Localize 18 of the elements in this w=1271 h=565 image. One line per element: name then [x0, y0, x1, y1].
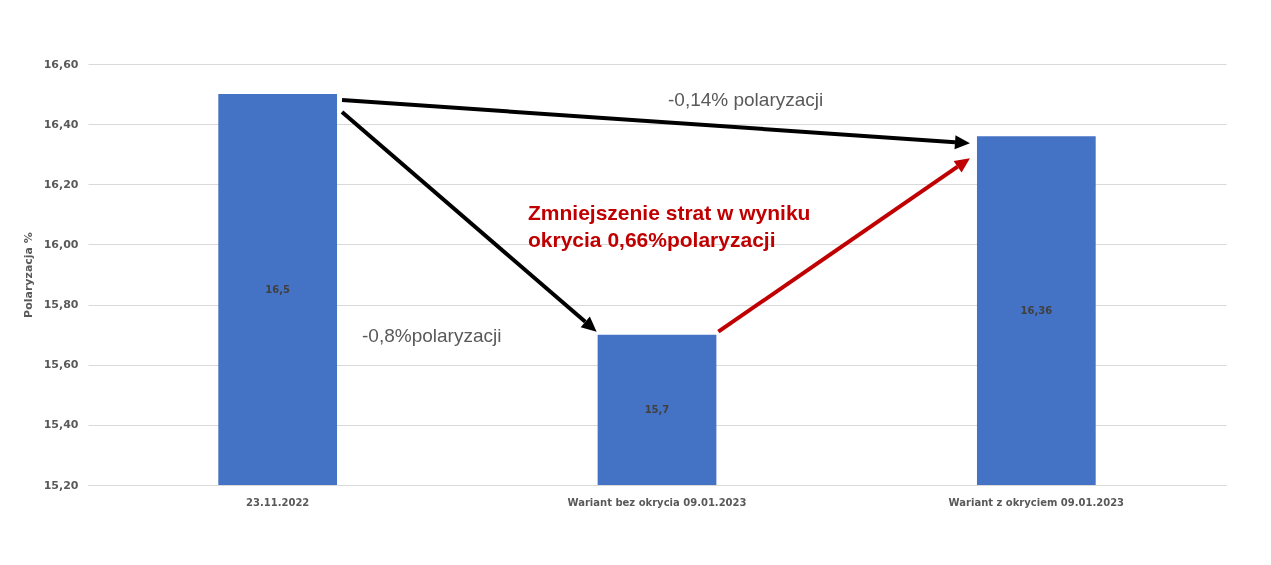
y-tick-label: 15,20: [43, 478, 79, 492]
data-label: 16,36: [1020, 304, 1053, 316]
data-label: 15,7: [644, 403, 670, 415]
y-tick-label: 15,80: [43, 298, 79, 312]
y-tick-label: 16,00: [43, 237, 79, 251]
y-tick-label: 16,40: [43, 117, 79, 131]
x-tick-label: Wariant bez okrycia 09.01.2023: [567, 496, 747, 508]
data-label: 16,5: [265, 283, 291, 295]
y-tick-label: 16,20: [43, 177, 79, 191]
y-tick-label: 15,60: [43, 358, 79, 372]
annotation: -0,14% polaryzacji: [668, 88, 824, 112]
x-tick-label: 23.11.2022: [246, 496, 310, 508]
x-tick-label: Wariant z okryciem 09.01.2023: [948, 496, 1125, 508]
y-tick-label: 15,40: [43, 418, 79, 432]
annotation: -0,8%polaryzacji: [362, 324, 502, 348]
y-axis-title: Polaryzacja %: [21, 232, 35, 318]
annotation: Zmniejszenie strat w wyniku okrycia 0,66%polaryzacji: [528, 200, 812, 254]
y-tick-label: 16,60: [43, 57, 79, 71]
